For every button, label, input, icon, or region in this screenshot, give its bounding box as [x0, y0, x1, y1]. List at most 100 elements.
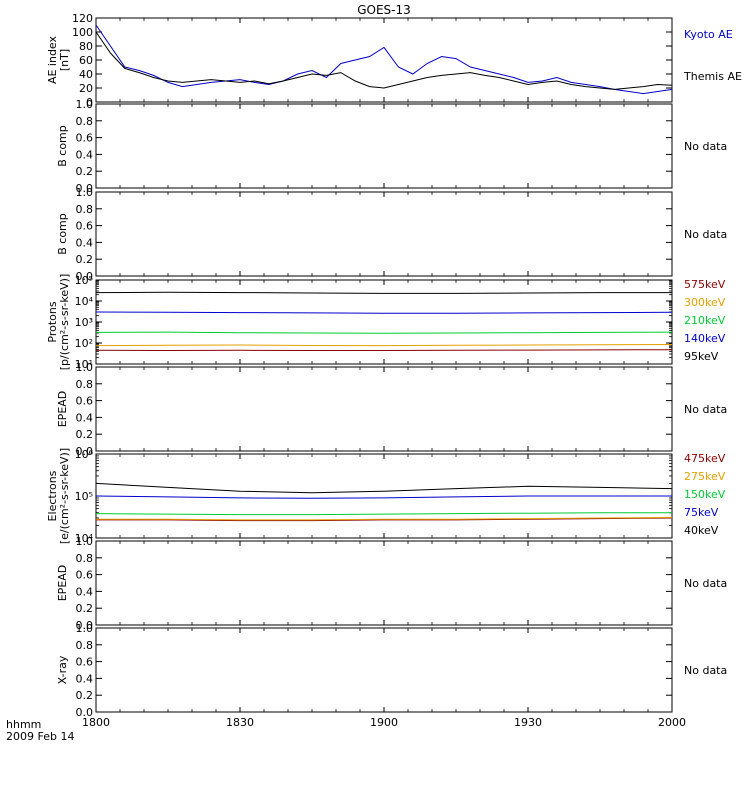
- y-tick-label: 0.2: [76, 253, 94, 266]
- y-tick-label: 1.0: [76, 361, 94, 374]
- y-tick-label: 80: [79, 40, 93, 53]
- y-axis-label: B comp: [56, 213, 69, 255]
- series-line-40kev: [95, 482, 673, 494]
- panel-frame: [95, 103, 673, 189]
- panel-electrons: 10⁴ 10⁵ 10⁶ Electrons [e/(cm²-s-sr-keV)] 475k…: [46, 448, 726, 545]
- series-line-140kev: [95, 311, 673, 314]
- time-axis: hhmm 2009 Feb 14: [6, 718, 74, 743]
- y-tick-label: 0.0: [76, 270, 94, 283]
- series-line-475kev: [96, 517, 673, 522]
- y-tick-label: 100: [72, 26, 93, 39]
- y-tick-label: 10⁵: [75, 490, 93, 503]
- y-axis-label: [nT]: [58, 49, 71, 71]
- series-line-95kev: [95, 291, 672, 294]
- y-tick-label: 0.0: [76, 445, 94, 458]
- series-line-75kev: [95, 495, 672, 499]
- series-line-210kev: [95, 331, 673, 334]
- y-tick-label: 0.6: [76, 220, 94, 233]
- y-tick-label: 0.4: [76, 672, 94, 685]
- y-tick-label: 0.2: [76, 165, 94, 178]
- y-axis-label: Protons: [46, 301, 59, 342]
- y-tick-label: 10⁴: [75, 295, 94, 308]
- x-tick-label: 1830: [226, 716, 254, 729]
- y-tick-label: 40: [79, 68, 93, 81]
- series-line-themis-ae: [95, 31, 673, 90]
- no-data-label: No data: [684, 228, 727, 241]
- y-tick-label: 0.4: [76, 148, 94, 161]
- y-tick-label: 0: [86, 96, 93, 109]
- y-tick-label: 0.8: [76, 639, 94, 652]
- y-tick-label: 0.6: [76, 132, 94, 145]
- no-data-label: No data: [684, 403, 727, 416]
- panel-epead1: 0.0 0.2 0.4 0.6 0.8 1.0 EPEAD No data: [56, 361, 727, 458]
- series-line-150kev: [95, 512, 672, 516]
- panel-epead2: 0.0 0.2 0.4 0.6 0.8 1.0 EPEAD No data: [56, 535, 727, 632]
- panel-frame: [95, 366, 673, 452]
- y-tick-label: 1.0: [76, 186, 94, 199]
- y-tick-label: 0.8: [76, 115, 94, 128]
- y-tick-label: 0.2: [76, 689, 94, 702]
- y-tick-label: 0.4: [76, 585, 94, 598]
- y-tick-label: 0.8: [76, 378, 94, 391]
- y-tick-label: 0.6: [76, 656, 94, 669]
- y-axis-label: EPEAD: [56, 565, 69, 602]
- no-data-label: No data: [684, 140, 727, 153]
- x-tick-label: 1930: [514, 716, 542, 729]
- y-tick-label: 0.2: [76, 428, 94, 441]
- y-tick-label: 10⁵: [75, 274, 93, 287]
- panel-b1: 0.0 0.2 0.4 0.6 0.8 1.0 B comp No data: [56, 98, 727, 195]
- legend-entry: 475keV: [684, 452, 726, 465]
- y-tick-label: 10⁴: [75, 532, 94, 545]
- y-tick-label: 60: [79, 54, 93, 67]
- series-line-275kev: [96, 516, 673, 521]
- panel-xray: 0.0 0.2 0.4 0.6 0.8 1.0 X-ray No data 1800 1830 19…: [56, 622, 727, 729]
- legend-entry: 75keV: [684, 506, 719, 519]
- y-tick-label: 1.0: [76, 622, 94, 635]
- y-tick-label: 10⁶: [75, 448, 94, 461]
- y-tick-label: 0.0: [76, 619, 94, 632]
- panel-b2: 0.0 0.2 0.4 0.6 0.8 1.0 B comp No data: [56, 186, 727, 283]
- y-axis-label: EPEAD: [56, 391, 69, 428]
- panel-frame: [95, 540, 673, 626]
- y-tick-label: 0.4: [76, 236, 94, 249]
- no-data-label: No data: [684, 664, 727, 677]
- legend-entry: 275keV: [684, 470, 726, 483]
- panel-protons: 10¹ 10² 10³ 10⁴ 10⁵ Protons [p/(cm²-s-sr-keV)]…: [46, 274, 726, 371]
- no-data-label: No data: [684, 577, 727, 590]
- x-tick-label: 1800: [82, 716, 110, 729]
- time-axis-label-date: 2009 Feb 14: [6, 730, 74, 743]
- y-tick-label: 1.0: [76, 535, 94, 548]
- panel-frame: [95, 17, 673, 103]
- legend-entry: 210keV: [684, 314, 726, 327]
- y-tick-label: 10¹: [75, 358, 93, 371]
- legend-entry: Kyoto AE: [684, 28, 733, 41]
- legend-entry: 140keV: [684, 332, 726, 345]
- y-axis-label: B comp: [56, 125, 69, 167]
- time-axis-label-hhmm: hhmm: [6, 718, 41, 731]
- y-tick-label: 0.6: [76, 569, 94, 582]
- x-tick-label: 1900: [370, 716, 398, 729]
- y-axis-label: Electrons: [46, 470, 59, 521]
- legend-entry: 575keV: [684, 278, 726, 291]
- y-axis-label: [e/(cm²-s-sr-keV)]: [58, 448, 71, 544]
- y-tick-label: 10²: [75, 337, 93, 350]
- y-axis-label: AE index: [46, 35, 59, 84]
- y-tick-label: 0.4: [76, 411, 94, 424]
- y-tick-label: 10³: [75, 316, 93, 329]
- y-tick-label: 0.8: [76, 552, 94, 565]
- panel-frame: [95, 191, 673, 277]
- y-tick-label: 0.6: [76, 395, 94, 408]
- series-line-575kev: [95, 349, 673, 352]
- y-tick-label: 20: [79, 82, 93, 95]
- y-tick-label: 1.0: [76, 98, 94, 111]
- y-tick-label: 120: [72, 12, 93, 25]
- figure-title: GOES-13: [357, 3, 411, 17]
- legend-entry: Themis AE: [683, 70, 742, 83]
- legend-entry: 40keV: [684, 524, 719, 537]
- y-axis-label: X-ray: [56, 655, 69, 684]
- x-tick-label: 2000: [658, 716, 686, 729]
- y-tick-label: 0.0: [76, 182, 94, 195]
- y-axis-label: [p/(cm²-s-sr-keV)]: [58, 274, 71, 371]
